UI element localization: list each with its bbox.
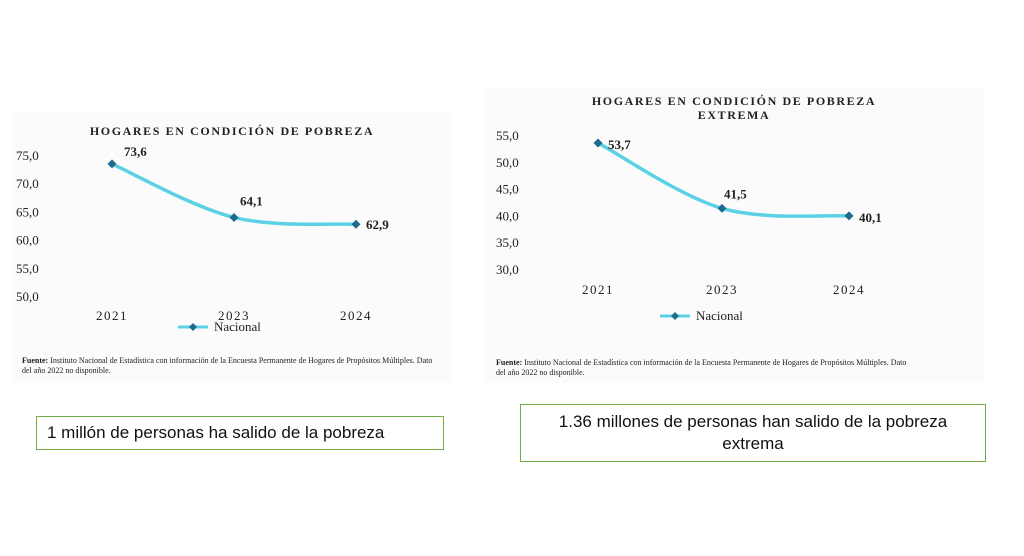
x-tick-label: 2024 xyxy=(833,282,865,297)
chart-title: HOGARES EN CONDICIÓN DE POBREZA EXTREMA xyxy=(484,94,984,122)
data-point-marker xyxy=(229,212,239,222)
data-point-marker xyxy=(593,138,603,148)
chart-panel-poverty: HOGARES EN CONDICIÓN DE POBREZA 50,0 55,0… xyxy=(12,112,452,382)
source-text-line2: del año 2022 no disponible. xyxy=(496,368,585,377)
source-text-line2: del año 2022 no disponible. xyxy=(22,366,111,375)
series-line-nacional xyxy=(596,141,851,218)
callout-text: 1 millón de personas ha salido de la pob… xyxy=(47,423,385,442)
legend-marker-icon xyxy=(178,323,208,331)
data-point-marker xyxy=(351,219,361,229)
source-note-left: Fuente: Instituto Nacional de Estadístic… xyxy=(22,356,462,376)
chart-title-line1: HOGARES EN CONDICIÓN DE POBREZA xyxy=(591,94,877,108)
data-point-marker xyxy=(717,203,727,213)
y-tick-label: 40,0 xyxy=(496,208,519,223)
y-tick-label: 50,0 xyxy=(496,155,519,170)
extreme-poverty-line-chart: 30,0 35,0 40,0 45,0 50,0 55,0 2021 2023 2024 53,7… xyxy=(496,128,882,297)
x-tick-label: 2023 xyxy=(706,282,738,297)
x-tick-label: 2021 xyxy=(96,308,128,323)
x-tick-label: 2021 xyxy=(582,282,614,297)
callout-text: 1.36 millones de personas han salido de … xyxy=(558,412,948,453)
chart-title: HOGARES EN CONDICIÓN DE POBREZA xyxy=(89,124,375,138)
callout-poverty: 1 millón de personas ha salido de la pob… xyxy=(36,416,444,450)
data-label: 40,1 xyxy=(859,210,882,225)
y-tick-label: 65,0 xyxy=(16,204,39,219)
data-label: 62,9 xyxy=(366,217,389,232)
data-point-marker xyxy=(844,211,854,221)
chart-title-line2: EXTREMA xyxy=(697,108,771,122)
legend-label: Nacional xyxy=(696,308,743,323)
source-note-right: Fuente: Instituto Nacional de Estadístic… xyxy=(496,358,976,378)
data-label: 64,1 xyxy=(240,193,263,208)
legend-label: Nacional xyxy=(214,319,261,334)
data-label: 73,6 xyxy=(124,144,147,159)
legend: Nacional xyxy=(178,319,261,335)
y-tick-label: 45,0 xyxy=(496,182,519,197)
y-tick-label: 55,0 xyxy=(16,261,39,276)
source-text-line1: Instituto Nacional de Estadística con in… xyxy=(524,358,907,367)
y-tick-label: 55,0 xyxy=(496,128,519,143)
data-point-marker xyxy=(107,159,117,169)
data-label: 41,5 xyxy=(724,186,747,201)
callout-extreme-poverty: 1.36 millones de personas han salido de … xyxy=(520,404,986,462)
source-label: Fuente: xyxy=(496,358,523,367)
y-tick-label: 30,0 xyxy=(496,262,519,277)
y-tick-label: 60,0 xyxy=(16,233,39,248)
y-tick-label: 35,0 xyxy=(496,235,519,250)
poverty-line-chart: 50,0 55,0 60,0 65,0 70,0 75,0 2021 2023 2024 73,6… xyxy=(16,144,389,323)
chart-panel-extreme-poverty: HOGARES EN CONDICIÓN DE POBREZA EXTREMA … xyxy=(484,88,984,382)
legend: Nacional xyxy=(660,308,743,324)
source-label: Fuente: xyxy=(22,356,49,365)
y-tick-label: 50,0 xyxy=(16,289,39,304)
y-tick-label: 75,0 xyxy=(16,148,39,163)
source-text-line1: Instituto Nacional de Estadística con in… xyxy=(50,356,433,365)
legend-marker-icon xyxy=(660,312,690,320)
x-tick-label: 2023 xyxy=(218,308,250,323)
data-label: 53,7 xyxy=(608,137,631,152)
x-tick-label: 2024 xyxy=(340,308,372,323)
y-tick-label: 70,0 xyxy=(16,176,39,191)
